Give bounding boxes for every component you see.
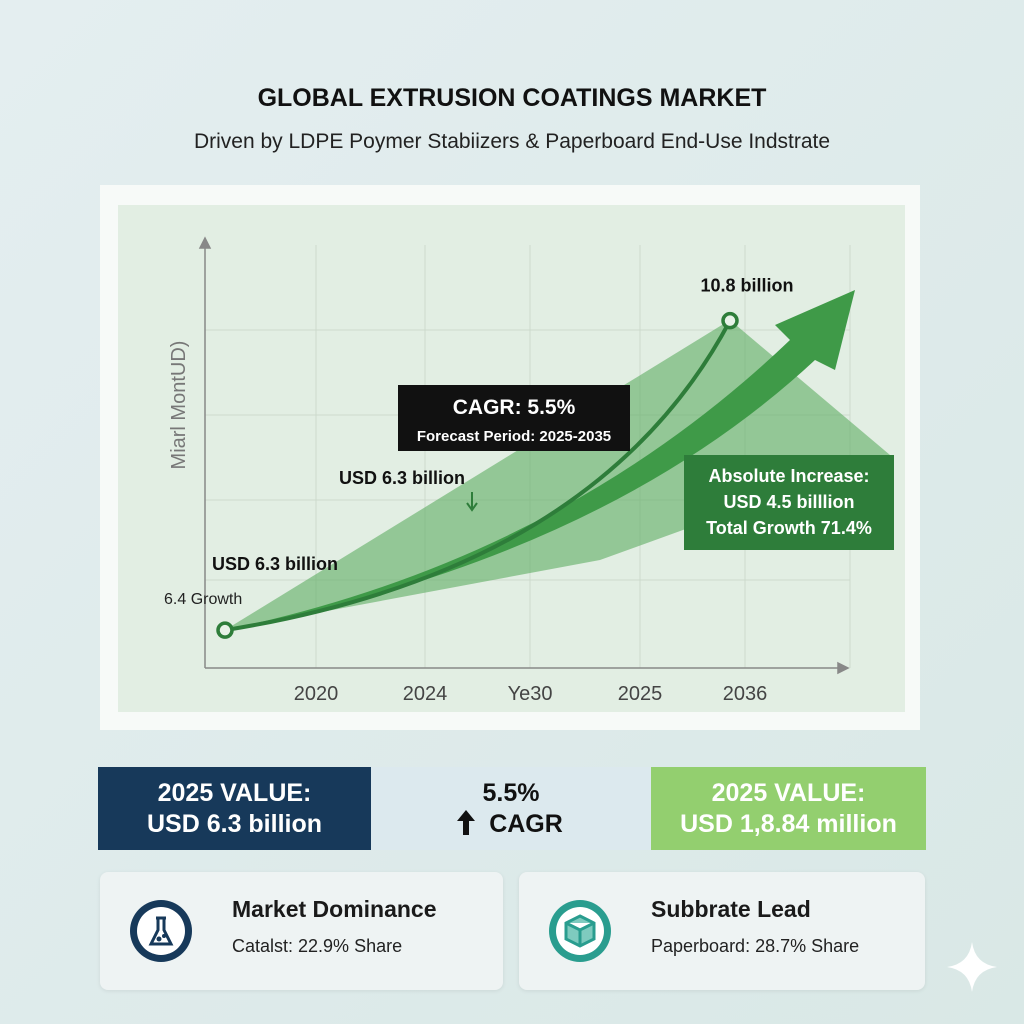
chart: Miarl MontUD) 2020 2024 Ye30 2025 2036 USD 6.… — [118, 205, 905, 712]
summary-value: CAGR — [489, 809, 563, 838]
summary-title: 5.5% — [482, 778, 540, 807]
flask-icon — [130, 900, 192, 962]
cagr-box — [398, 385, 630, 451]
summary-value: USD 1,8.84 million — [680, 809, 897, 838]
axes — [198, 236, 850, 675]
mid-value: USD 6.3 billion — [339, 468, 465, 488]
card: Subbrate Lead Paperboard: 28.7% Share — [519, 872, 925, 990]
cagr: CAGR: 5.5% — [453, 396, 576, 419]
card-text: Paperboard: 28.7% Share — [651, 936, 860, 956]
card-title: Subbrate Lead — [651, 896, 811, 922]
value-label: 10.8 billion — [700, 276, 793, 296]
box-icon — [549, 900, 611, 962]
summary-box: 2025 VALUE: USD 6.3 billion — [98, 767, 371, 850]
card: Market Dominance Catalst: 22.9% Share — [100, 872, 503, 990]
title: GLOBAL EXTRUSION COATINGS MARKET — [257, 84, 767, 112]
increase-title: Absolute Increase: — [708, 466, 869, 486]
increase-value: USD 4.5 billlion — [723, 492, 854, 512]
card-title: Market Dominance — [232, 896, 437, 922]
card-text: Catalst: 22.9% Share — [232, 936, 403, 956]
summary-value: USD 6.3 billion — [146, 809, 323, 838]
forecast: Forecast Period: 2025-2035 — [417, 428, 611, 445]
point — [216, 621, 234, 639]
total-growth: Total Growth 71.4% — [706, 518, 872, 538]
up-arrow — [457, 810, 475, 835]
line — [224, 319, 732, 633]
y-axis-label: Miarl MontUD) — [168, 341, 190, 470]
summary-box: 5.5% CAGR — [371, 767, 651, 850]
summary-title: 2025 VALUE: — [157, 778, 312, 807]
growth-area — [225, 320, 890, 630]
value-label: USD 6.3 billion — [212, 554, 338, 574]
x-tick-label: 2025 — [618, 683, 663, 705]
growth-arrow — [225, 290, 855, 630]
x-tick-label: Ye30 — [508, 683, 553, 705]
x-tick-label: 2024 — [403, 683, 448, 705]
growth-label: 6.4 Growth — [164, 591, 242, 608]
x-tick-label: 2036 — [723, 683, 768, 705]
point — [721, 311, 739, 330]
x-tick-label: 2020 — [294, 683, 339, 705]
subtitle: Driven by LDPE Poymer Stabiizers & Paper… — [193, 130, 831, 153]
increase-box — [684, 455, 894, 550]
down-arrow — [466, 492, 478, 512]
summary-title: 2025 VALUE: — [711, 778, 866, 807]
summary-box: 2025 VALUE: USD 1,8.84 million — [651, 767, 926, 850]
sparkle — [947, 942, 997, 992]
